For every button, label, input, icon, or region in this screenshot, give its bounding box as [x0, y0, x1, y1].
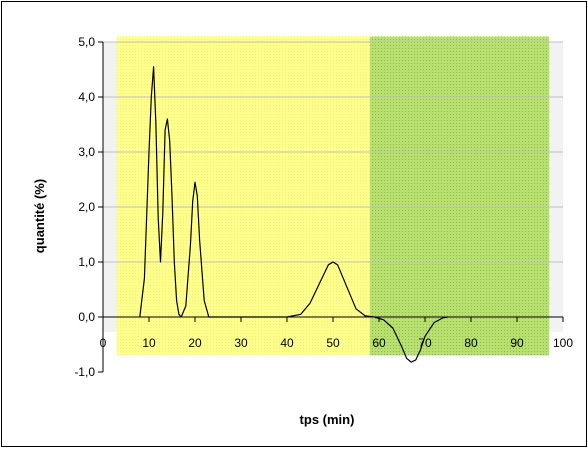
y-axis-title: quantité (%) — [32, 179, 47, 253]
x-tick-label: 40 — [280, 336, 294, 350]
y-tick-label: 2,0 — [78, 200, 95, 214]
gridlines — [103, 41, 563, 263]
y-tick-label: -1,0 — [74, 365, 95, 379]
series-group — [139, 66, 449, 363]
region-green — [369, 36, 550, 356]
x-tick-label: 0 — [100, 336, 107, 350]
y-tick-label: 1,0 — [78, 255, 95, 269]
x-tick-label: 10 — [142, 336, 156, 350]
y-tick-label: 3,0 — [78, 145, 95, 159]
highlight-regions — [116, 36, 550, 356]
x-tick-label: 30 — [234, 336, 248, 350]
x-axis-title: tps (min) — [300, 412, 355, 427]
x-tick-label: 100 — [553, 336, 573, 350]
x-tick-label: 70 — [418, 336, 432, 350]
y-tick-label: 5,0 — [78, 35, 95, 49]
x-tick-label: 60 — [372, 336, 386, 350]
tick-labels: -1,0 0,0 1,0 2,0 3,0 4,0 5,0 0 10 20 30 40 50 60 70 80 9… — [74, 35, 573, 379]
x-tick-label: 80 — [464, 336, 478, 350]
y-tick-label: 0,0 — [78, 310, 95, 324]
series-line-1 — [139, 66, 449, 363]
x-tick-label: 20 — [188, 336, 202, 350]
x-tick-label: 50 — [326, 336, 340, 350]
y-tick-label: 4,0 — [78, 90, 95, 104]
region-yellow — [116, 36, 370, 356]
x-tick-label: 90 — [510, 336, 524, 350]
